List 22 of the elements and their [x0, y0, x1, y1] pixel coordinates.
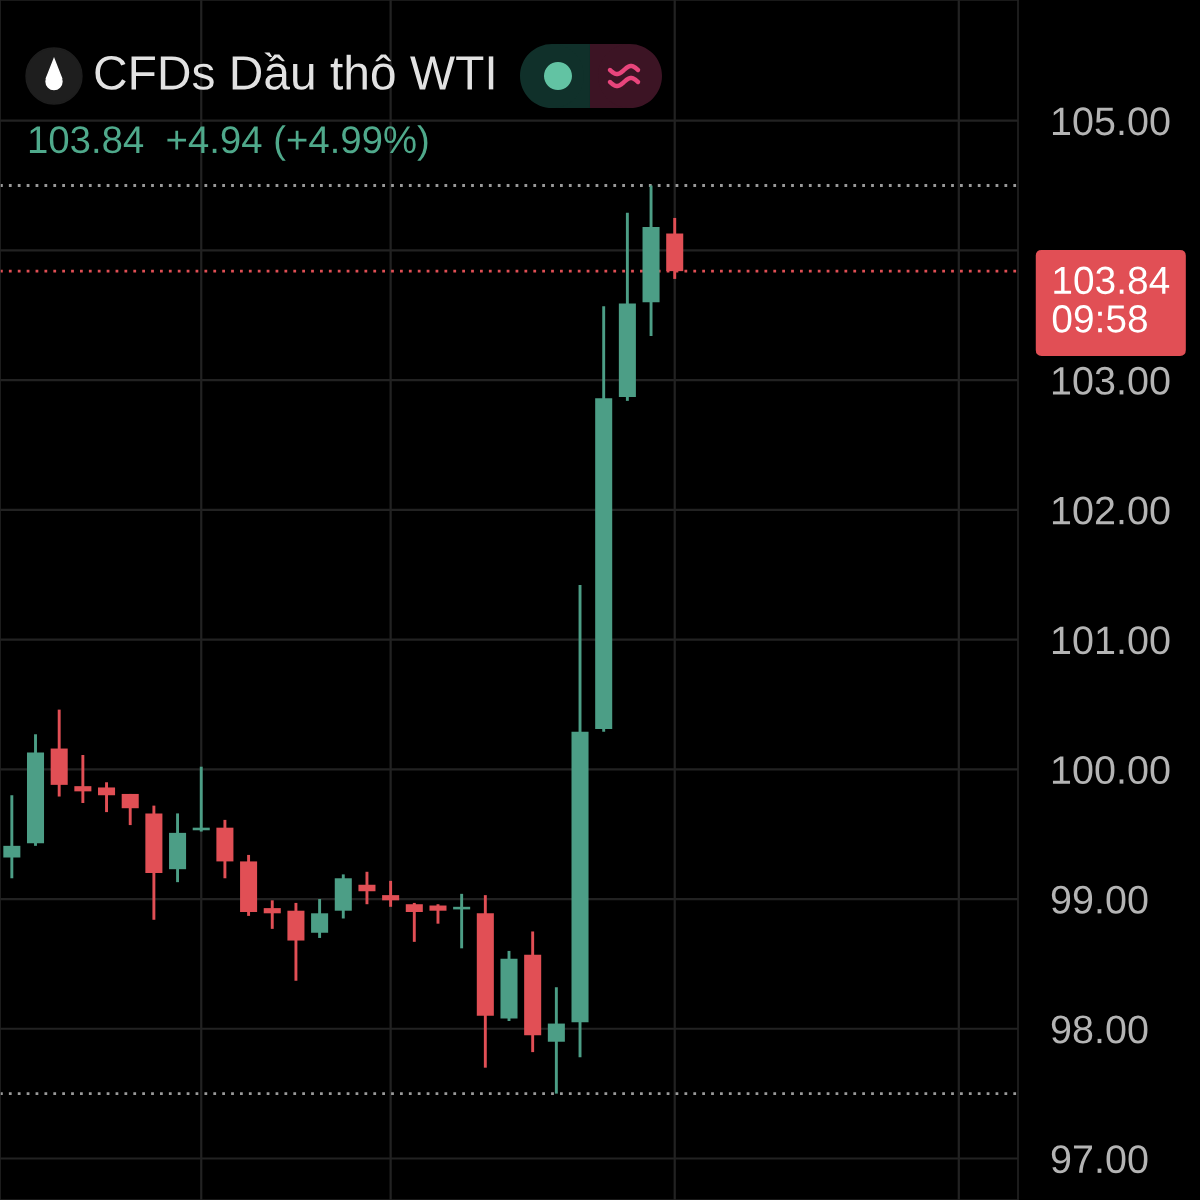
- y-tick-label: 97.00: [1051, 1145, 1148, 1174]
- text: CFDs Dầu thô WTI: [95, 52, 494, 90]
- y-tick-label: 99.00: [1051, 885, 1148, 914]
- y-tick-label: 105.00: [1052, 107, 1170, 136]
- candlestick: [74, 753, 92, 805]
- y-tick-label: 98.00: [1051, 1015, 1148, 1044]
- candlestick: [3, 793, 21, 880]
- y-tick-label: 100.00: [1052, 756, 1170, 785]
- ref-line-label: 103.84 09:58: [1052, 266, 1170, 333]
- text: 103.84 +4.94 (+4.99%): [29, 125, 428, 161]
- candlestick: [382, 879, 400, 909]
- candlestick: [405, 901, 423, 944]
- y-tick-label: 101.00: [1052, 626, 1170, 655]
- candlestick: [547, 985, 565, 1096]
- y-tick-label: 103.00: [1052, 366, 1170, 395]
- candlestick: [311, 897, 329, 940]
- candlestick: [121, 792, 139, 827]
- candlestick: [98, 780, 116, 814]
- candlestick: [429, 902, 447, 926]
- candlestick: [263, 898, 281, 931]
- y-tick-label: 102.00: [1052, 496, 1170, 525]
- candlestick: [358, 870, 376, 906]
